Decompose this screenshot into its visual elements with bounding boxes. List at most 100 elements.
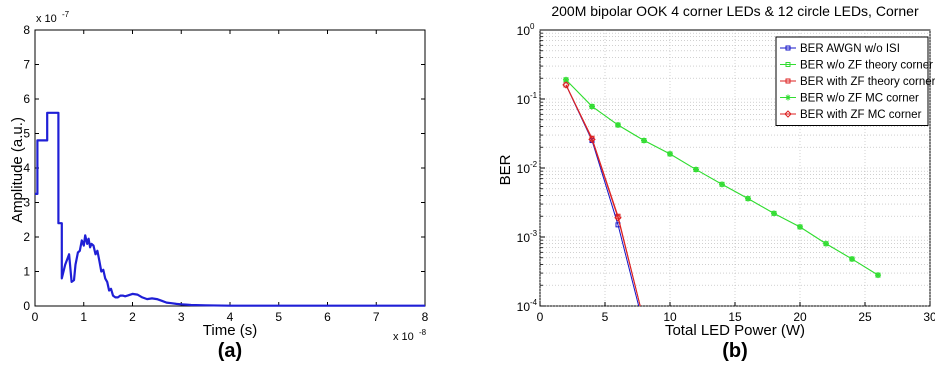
asterisk-stroke [667, 151, 673, 157]
panel-b-legend-box [775, 36, 929, 126]
panel-a-y-tick-label: 7 [23, 58, 30, 72]
panel-b-legend: BER AWGN w/o ISI BER w/o ZF theory corner… [775, 36, 935, 126]
panel-a-x-tick-label: 8 [422, 310, 429, 324]
panel-a-axes-box [34, 29, 426, 307]
asterisk-stroke [875, 272, 881, 278]
panel-a-y-tick-label: 2 [23, 230, 30, 244]
panel-b-marker-asterisk [641, 137, 647, 144]
panel-a-y-tick-label: 6 [23, 92, 30, 106]
svg-text:-7: -7 [62, 10, 70, 19]
panel-b-legend-entry: BER w/o ZF MC corner [800, 93, 919, 105]
panel-b-series [563, 76, 881, 279]
panel-b-y-tick-label: 10 -1 [517, 91, 538, 107]
panel-b-marker-asterisk [745, 195, 751, 202]
panel-b-y-tick-exponent: -4 [530, 298, 538, 307]
panel-b-x-tick-label: 0 [537, 310, 544, 324]
panel-b-x-tick-label: 5 [602, 310, 609, 324]
svg-text:-8: -8 [419, 328, 427, 337]
panel-b-y-tick-label: 10 0 [517, 22, 535, 38]
asterisk-stroke [797, 224, 803, 230]
panel-a-x-tick-label: 2 [129, 310, 136, 324]
panel-b-legend-entry: BER with ZF MC corner [800, 109, 922, 121]
panel-b-marker-asterisk [719, 181, 725, 188]
asterisk-stroke [849, 256, 855, 262]
panel-b-grid [539, 30, 931, 307]
panel-b-y-tick-base: 10 [517, 24, 531, 38]
panel-b-x-tick-label: 30 [923, 310, 935, 324]
panel-b-marker-asterisk [667, 150, 673, 157]
panel-b-label: (b) [722, 340, 748, 362]
panel-b-marker-asterisk [797, 223, 803, 230]
panel-a-y-tick-label: 8 [23, 23, 30, 37]
asterisk-stroke [785, 95, 791, 100]
panel-a-y-tick-label: 1 [23, 265, 30, 279]
panel-a-label: (a) [218, 340, 242, 362]
panel-b-marker-diamond [614, 214, 622, 222]
panel-b-marker-square [785, 62, 791, 67]
panel-b-y-tick-label: 10 -3 [517, 229, 538, 245]
panel-b-y-tick-base: 10 [517, 231, 531, 245]
asterisk-stroke [771, 211, 777, 216]
panel-a-y-tick-label: 3 [23, 196, 30, 210]
panel-b-marker-square [642, 319, 646, 323]
panel-b-marker-asterisk [823, 240, 829, 247]
panel-b: 200M bipolar OOK 4 corner LEDs & 12 circ… [497, 3, 919, 362]
panel-b-xlabel: Total LED Power (W) [665, 322, 805, 339]
panel-b-marker-square [785, 78, 791, 84]
panel-b-x-tick-label: 25 [858, 310, 872, 324]
asterisk-stroke [745, 196, 751, 201]
panel-b-marker-asterisk [771, 210, 777, 217]
panel-a-x-tick-label: 7 [373, 310, 380, 324]
panel-b-marker-square [563, 82, 569, 88]
panel-b-x-tick-label: 15 [728, 310, 742, 324]
panel-b-y-tick-base: 10 [517, 93, 531, 107]
asterisk-stroke [693, 167, 699, 172]
panel-a-series-line [35, 111, 425, 307]
panel-a-y-tick-label: 5 [23, 127, 30, 141]
panel-b-marker-diamond [641, 318, 647, 324]
panel-a-x-tick-label: 1 [80, 310, 87, 324]
panel-b-marker-square [785, 45, 791, 51]
panel-b-y-tick-label: 10 -2 [517, 160, 538, 176]
panel-b-series-line [565, 84, 641, 306]
asterisk-stroke [823, 241, 829, 247]
panel-b-marker-asterisk [875, 272, 881, 279]
panel-a-x-exponent: x 10 -8 [393, 328, 427, 343]
panel-a-y-tick-label: 4 [23, 161, 30, 175]
panel-b-y-tick-label: 10 -4 [517, 298, 538, 314]
panel-b-marker-asterisk [785, 94, 791, 101]
panel-b-marker-asterisk [589, 103, 595, 110]
panel-b-y-tick-exponent: -2 [530, 160, 538, 169]
panel-b-marker-square [642, 325, 646, 329]
panel-b-legend-entry: BER AWGN w/o ISI [800, 43, 900, 55]
panel-b-marker-diamond [588, 135, 596, 144]
panel-b-marker-diamond [784, 110, 792, 118]
panel-b-y-tick-exponent: 0 [530, 22, 535, 31]
panel-a-x-tick-label: 0 [32, 310, 39, 324]
panel-b-title: 200M bipolar OOK 4 corner LEDs & 12 circ… [551, 3, 919, 19]
panel-a-xlabel: Time (s) [203, 322, 257, 339]
panel-b-legend-entry: BER with ZF theory corner [800, 76, 935, 88]
panel-b-x-tick-label: 20 [793, 310, 807, 324]
panel-b-y-tick-exponent: -3 [530, 229, 538, 238]
svg-text:x 10: x 10 [393, 331, 414, 343]
panel-b-series [562, 81, 647, 324]
asterisk-stroke [719, 181, 725, 187]
panel-a-x-tick-label: 6 [324, 310, 331, 324]
panel-a-x-tick-label: 4 [227, 310, 234, 324]
asterisk-stroke [615, 122, 621, 128]
asterisk-stroke [589, 104, 595, 109]
panel-a-y-exponent: x 10 -7 [36, 10, 70, 25]
panel-b-ylabel: BER [497, 154, 514, 185]
panel-b-y-tick-base: 10 [517, 162, 531, 176]
panel-a-x-tick-label: 3 [178, 310, 185, 324]
panel-b-x-tick-label: 10 [663, 310, 677, 324]
panel-b-marker-asterisk [615, 121, 621, 128]
panel-a-y-tick-label: 0 [23, 299, 30, 313]
panel-b-marker-diamond [562, 81, 570, 89]
panel-b-marker-asterisk [849, 255, 855, 262]
asterisk-stroke [641, 138, 647, 143]
panel-a-x-tick-label: 5 [275, 310, 282, 324]
